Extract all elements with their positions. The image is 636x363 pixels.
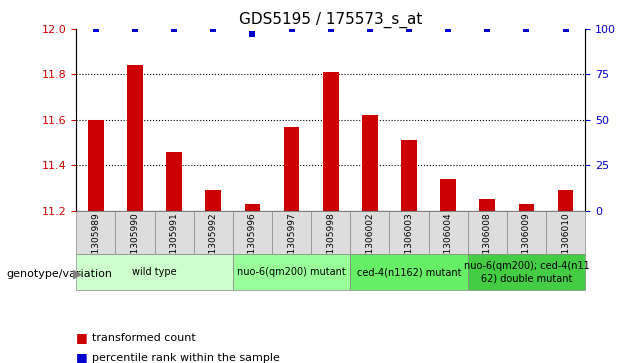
FancyBboxPatch shape <box>350 211 389 254</box>
Bar <box>362 115 378 211</box>
FancyBboxPatch shape <box>467 254 585 290</box>
FancyBboxPatch shape <box>233 254 350 290</box>
FancyBboxPatch shape <box>467 211 507 254</box>
Text: GSM1305996: GSM1305996 <box>248 213 257 273</box>
Bar <box>205 190 221 211</box>
Bar <box>558 190 574 211</box>
Text: GSM1305998: GSM1305998 <box>326 213 335 273</box>
Bar <box>88 120 104 211</box>
FancyBboxPatch shape <box>272 211 311 254</box>
Text: ■: ■ <box>76 331 88 344</box>
Title: GDS5195 / 175573_s_at: GDS5195 / 175573_s_at <box>239 12 422 28</box>
Text: GSM1306008: GSM1306008 <box>483 213 492 273</box>
FancyBboxPatch shape <box>155 211 194 254</box>
FancyBboxPatch shape <box>233 211 272 254</box>
Bar <box>245 204 260 211</box>
Text: GSM1306002: GSM1306002 <box>365 213 375 273</box>
Bar <box>518 204 534 211</box>
Bar <box>127 65 143 211</box>
Text: GSM1306003: GSM1306003 <box>404 213 413 273</box>
Text: genotype/variation: genotype/variation <box>6 269 113 279</box>
Text: GSM1305989: GSM1305989 <box>92 213 100 273</box>
Bar <box>440 179 456 211</box>
Text: nuo-6(qm200) mutant: nuo-6(qm200) mutant <box>237 267 346 277</box>
Text: GSM1305991: GSM1305991 <box>170 213 179 273</box>
Text: percentile rank within the sample: percentile rank within the sample <box>92 352 280 363</box>
Text: GSM1305992: GSM1305992 <box>209 213 218 273</box>
FancyBboxPatch shape <box>76 211 116 254</box>
Text: nuo-6(qm200); ced-4(n11
62) double mutant: nuo-6(qm200); ced-4(n11 62) double mutan… <box>464 261 590 283</box>
Bar <box>323 72 338 211</box>
FancyBboxPatch shape <box>507 211 546 254</box>
Text: GSM1305990: GSM1305990 <box>130 213 139 273</box>
Text: transformed count: transformed count <box>92 333 196 343</box>
Text: GSM1306004: GSM1306004 <box>444 213 453 273</box>
FancyBboxPatch shape <box>76 254 233 290</box>
Text: GSM1306009: GSM1306009 <box>522 213 531 273</box>
Text: GSM1305997: GSM1305997 <box>287 213 296 273</box>
Bar <box>480 199 495 211</box>
FancyBboxPatch shape <box>546 211 585 254</box>
Text: wild type: wild type <box>132 267 177 277</box>
Bar <box>167 151 182 211</box>
FancyBboxPatch shape <box>116 211 155 254</box>
FancyBboxPatch shape <box>311 211 350 254</box>
FancyBboxPatch shape <box>194 211 233 254</box>
Text: GSM1306010: GSM1306010 <box>561 213 570 273</box>
Bar <box>284 127 300 211</box>
Text: ▶: ▶ <box>73 268 83 281</box>
Text: ■: ■ <box>76 351 88 363</box>
Bar <box>401 140 417 211</box>
FancyBboxPatch shape <box>429 211 467 254</box>
Text: ced-4(n1162) mutant: ced-4(n1162) mutant <box>357 267 461 277</box>
FancyBboxPatch shape <box>350 254 467 290</box>
FancyBboxPatch shape <box>389 211 429 254</box>
